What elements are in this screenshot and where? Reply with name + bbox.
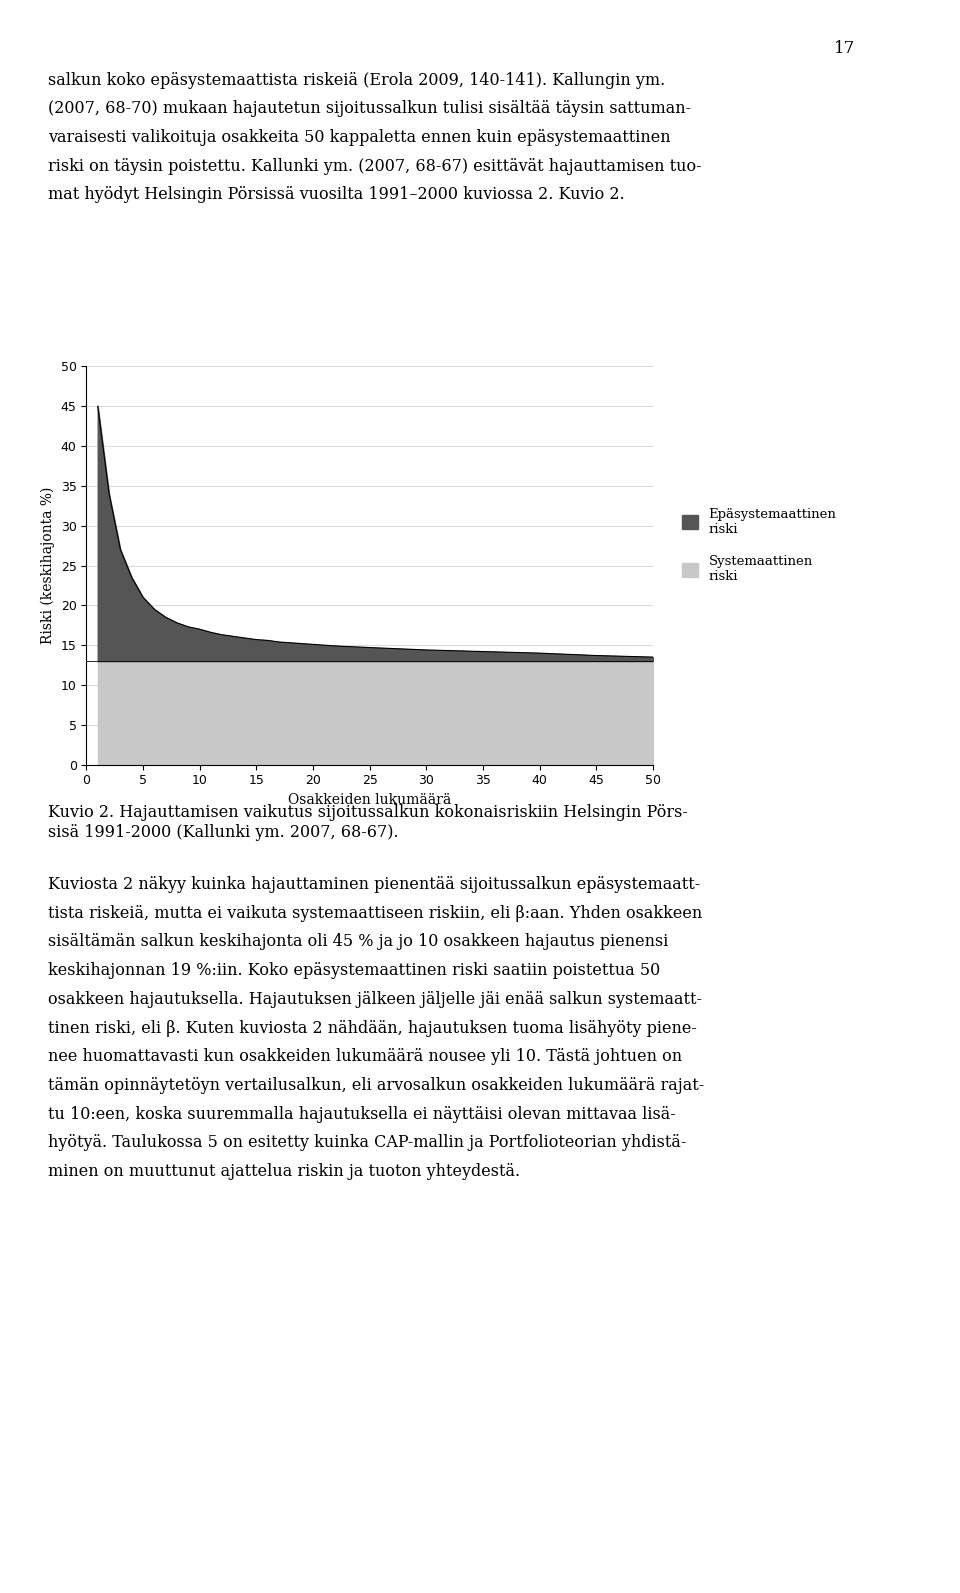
Text: Kuvio 2. Hajauttamisen vaikutus sijoitussalkun kokonaisriskiin Helsingin Pörs-
s: Kuvio 2. Hajauttamisen vaikutus sijoitus…	[48, 804, 688, 841]
Text: tinen riski, eli β. Kuten kuviosta 2 nähdään, hajautuksen tuoma lisähyöty piene-: tinen riski, eli β. Kuten kuviosta 2 näh…	[48, 1020, 697, 1037]
Text: keskihajonnan 19 %:iin. Koko epäsystemaattinen riski saatiin poistettua 50: keskihajonnan 19 %:iin. Koko epäsystemaa…	[48, 962, 660, 980]
Text: sisältämän salkun keskihajonta oli 45 % ja jo 10 osakkeen hajautus pienensi: sisältämän salkun keskihajonta oli 45 % …	[48, 933, 668, 951]
Text: Kuviosta 2 näkyy kuinka hajauttaminen pienentää sijoitussalkun epäsystemaatt-: Kuviosta 2 näkyy kuinka hajauttaminen pi…	[48, 876, 700, 894]
Text: riski on täysin poistettu. Kallunki ym. (2007, 68-67) esittävät hajauttamisen tu: riski on täysin poistettu. Kallunki ym. …	[48, 158, 702, 175]
Text: osakkeen hajautuksella. Hajautuksen jälkeen jäljelle jäi enää salkun systemaatt-: osakkeen hajautuksella. Hajautuksen jälk…	[48, 991, 702, 1008]
Text: minen on muuttunut ajattelua riskin ja tuoton yhteydestä.: minen on muuttunut ajattelua riskin ja t…	[48, 1163, 520, 1180]
Text: tista riskeiä, mutta ei vaikuta systemaattiseen riskiin, eli β:aan. Yhden osakke: tista riskeiä, mutta ei vaikuta systemaa…	[48, 905, 703, 922]
Text: salkun koko epäsystemaattista riskeiä (Erola 2009, 140-141). Kallungin ym.: salkun koko epäsystemaattista riskeiä (E…	[48, 72, 665, 89]
Y-axis label: Riski (keskihajonta %): Riski (keskihajonta %)	[40, 487, 55, 644]
X-axis label: Osakkeiden lukumäärä: Osakkeiden lukumäärä	[288, 793, 451, 808]
Text: hyötyä. Taulukossa 5 on esitetty kuinka CAP-mallin ja Portfolioteorian yhdistä-: hyötyä. Taulukossa 5 on esitetty kuinka …	[48, 1134, 686, 1152]
Text: (2007, 68-70) mukaan hajautetun sijoitussalkun tulisi sisältää täysin sattuman-: (2007, 68-70) mukaan hajautetun sijoitus…	[48, 100, 691, 118]
Text: varaisesti valikoituja osakkeita 50 kappaletta ennen kuin epäsystemaattinen: varaisesti valikoituja osakkeita 50 kapp…	[48, 129, 671, 147]
Text: 17: 17	[834, 40, 855, 57]
Text: tu 10:een, koska suuremmalla hajautuksella ei näyttäisi olevan mittavaa lisä-: tu 10:een, koska suuremmalla hajautuksel…	[48, 1106, 676, 1123]
Text: mat hyödyt Helsingin Pörsissä vuosilta 1991–2000 kuviossa 2. Kuvio 2.: mat hyödyt Helsingin Pörsissä vuosilta 1…	[48, 186, 625, 204]
Text: nee huomattavasti kun osakkeiden lukumäärä nousee yli 10. Tästä johtuen on: nee huomattavasti kun osakkeiden lukumää…	[48, 1048, 683, 1066]
Text: tämän opinnäytetöyn vertailusalkun, eli arvosalkun osakkeiden lukumäärä rajat-: tämän opinnäytetöyn vertailusalkun, eli …	[48, 1077, 705, 1094]
Legend: Epäsystemaattinen
riski, Systemaattinen
riski: Epäsystemaattinen riski, Systemaattinen …	[682, 508, 836, 583]
